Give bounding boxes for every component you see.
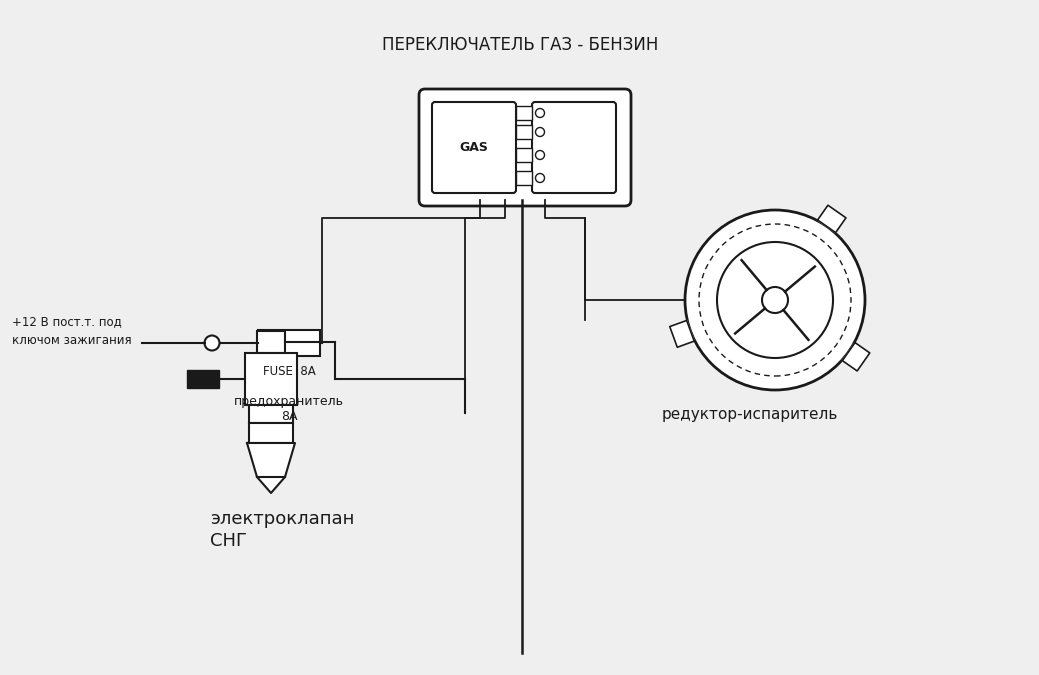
Bar bbox=[516, 171, 532, 185]
Circle shape bbox=[535, 151, 544, 159]
Circle shape bbox=[535, 173, 544, 182]
Circle shape bbox=[685, 210, 865, 390]
Bar bbox=[249, 423, 293, 443]
FancyBboxPatch shape bbox=[532, 102, 616, 193]
Circle shape bbox=[535, 109, 544, 117]
Circle shape bbox=[717, 242, 833, 358]
Text: +12 В пост.т. под
ключом зажигания: +12 В пост.т. под ключом зажигания bbox=[12, 315, 132, 346]
Text: предохранитель
8А: предохранитель 8А bbox=[234, 395, 344, 423]
Text: редуктор-испаритель: редуктор-испаритель bbox=[662, 407, 838, 422]
Circle shape bbox=[205, 335, 219, 350]
FancyBboxPatch shape bbox=[419, 89, 631, 206]
Polygon shape bbox=[257, 477, 285, 493]
FancyBboxPatch shape bbox=[432, 102, 516, 193]
Bar bbox=[516, 125, 532, 139]
Bar bbox=[516, 106, 532, 120]
Text: ПЕРЕКЛЮЧАТЕЛЬ ГАЗ - БЕНЗИН: ПЕРЕКЛЮЧАТЕЛЬ ГАЗ - БЕНЗИН bbox=[381, 36, 658, 54]
Bar bbox=[245, 353, 297, 405]
Bar bbox=[187, 370, 219, 388]
Text: GAS: GAS bbox=[459, 141, 488, 154]
Bar bbox=[258, 330, 320, 356]
Polygon shape bbox=[818, 205, 846, 233]
Bar bbox=[249, 405, 293, 423]
Polygon shape bbox=[247, 443, 295, 477]
Circle shape bbox=[535, 128, 544, 136]
Circle shape bbox=[762, 287, 788, 313]
Bar bbox=[257, 331, 285, 353]
Text: электроклапан
СНГ: электроклапан СНГ bbox=[210, 510, 354, 550]
Polygon shape bbox=[843, 343, 870, 371]
Bar bbox=[516, 148, 532, 162]
Text: FUSE  8A: FUSE 8A bbox=[263, 365, 316, 378]
Polygon shape bbox=[670, 321, 694, 347]
